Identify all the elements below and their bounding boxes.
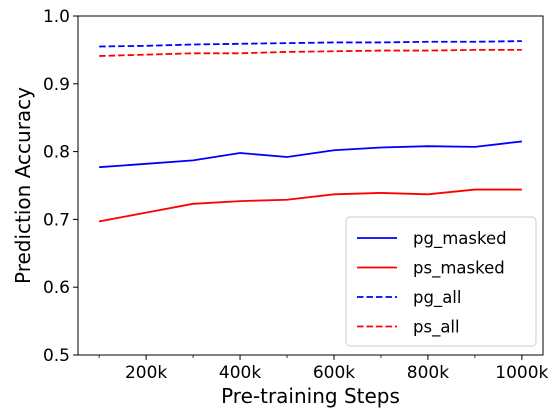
x-tick-label: 800k xyxy=(407,363,449,383)
plot-frame xyxy=(77,15,544,356)
y-tick-label: 1.0 xyxy=(43,7,70,27)
axes: 0.5 0.6 0.7 0.8 0.9 1.0 200k 400k 600k 800k 1000k xyxy=(43,7,549,383)
x-tick-label: 1000k xyxy=(495,363,548,383)
legend-label-ps-masked: ps_masked xyxy=(413,259,505,279)
legend-label-pg-all: pg_all xyxy=(413,288,461,308)
legend-label-ps-all: ps_all xyxy=(413,318,460,338)
y-tick-label: 0.8 xyxy=(43,143,70,163)
legend-label-pg-masked: pg_masked xyxy=(413,229,507,249)
series-line-ps-masked xyxy=(98,188,522,223)
series-line-pg-masked xyxy=(99,140,522,169)
y-axis-title: Prediction Accuracy xyxy=(11,87,35,284)
x-axis-title: Pre-training Steps xyxy=(221,384,400,408)
y-tick-label: 0.5 xyxy=(43,346,70,366)
y-tick-label: 0.6 xyxy=(43,278,70,298)
x-tick-label: 600k xyxy=(313,363,355,383)
x-tick-label: 400k xyxy=(219,363,261,383)
series-line-pg-all xyxy=(99,40,522,48)
y-tick-label: 0.9 xyxy=(43,75,70,95)
series-line-ps-all xyxy=(99,49,522,57)
series-lines xyxy=(98,40,522,223)
legend: pg_masked ps_masked pg_all ps_all xyxy=(345,216,537,347)
legend-box xyxy=(345,216,537,347)
y-tick-label: 0.7 xyxy=(43,210,70,230)
x-tick-label: 200k xyxy=(125,363,167,383)
